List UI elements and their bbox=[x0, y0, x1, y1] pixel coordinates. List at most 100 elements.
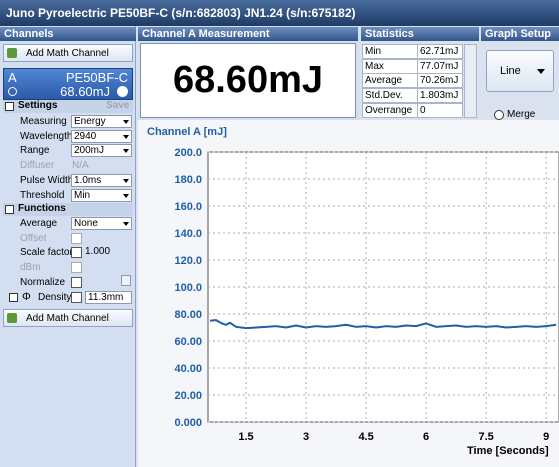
expander[interactable] bbox=[5, 102, 14, 111]
row-label: Range bbox=[20, 145, 50, 157]
y-tick-label: 120.0 bbox=[174, 255, 202, 267]
button-label: Add Math Channel bbox=[26, 48, 109, 59]
row-label: Diffuser bbox=[20, 160, 55, 172]
x-tick-label: 1.5 bbox=[238, 431, 253, 443]
checkbox[interactable] bbox=[71, 232, 82, 244]
channel-radio bbox=[8, 87, 17, 96]
y-tick-label: 160.0 bbox=[174, 201, 202, 213]
stat-value-cell bbox=[417, 88, 463, 104]
title-bar: Juno Pyroelectric PE50BF-C (s/n:682803) … bbox=[0, 0, 559, 26]
dropdown[interactable]: Min bbox=[71, 188, 132, 202]
row-symbol: Φ bbox=[22, 290, 31, 303]
channel-letter: A bbox=[8, 70, 17, 85]
checkbox[interactable] bbox=[71, 276, 82, 288]
row-label: Density bbox=[38, 291, 72, 303]
save-button[interactable]: Save bbox=[106, 100, 130, 111]
checkbox[interactable] bbox=[71, 291, 82, 303]
dropdown[interactable]: 2940 bbox=[71, 129, 132, 143]
panel-header: Statistics bbox=[361, 27, 479, 41]
row-label: Average bbox=[20, 218, 58, 229]
row-label: Measuring bbox=[20, 116, 67, 127]
dropdown-value: Min bbox=[74, 189, 91, 201]
row-value: N/A bbox=[72, 160, 89, 172]
x-tick-label: 6 bbox=[423, 431, 429, 443]
x-tick-label: 4.5 bbox=[358, 431, 373, 443]
dropdown-arrow bbox=[123, 193, 129, 198]
stat-label: Overrange bbox=[365, 104, 413, 116]
stat-label: Min bbox=[365, 46, 382, 57]
channel-card[interactable]: A PE50BF-C 68.60mJ bbox=[3, 68, 133, 100]
channel-reading: 68.60mJ bbox=[60, 84, 110, 99]
measurement-box: 68.60mJ bbox=[140, 43, 356, 118]
scrollbar[interactable] bbox=[464, 44, 477, 118]
x-tick-label: 7.5 bbox=[479, 431, 494, 443]
dropdown-value: 2940 bbox=[74, 130, 97, 142]
y-tick-label: 180.0 bbox=[174, 174, 202, 186]
mode-arrow bbox=[537, 69, 545, 74]
y-tick-label: 60.00 bbox=[174, 336, 202, 348]
section-header bbox=[3, 100, 133, 113]
stat-value: 0 bbox=[420, 104, 426, 116]
x-tick-label: 9 bbox=[543, 431, 549, 443]
section-header bbox=[3, 203, 133, 216]
channel-sensor: PE50BF-C bbox=[65, 70, 128, 85]
dropdown[interactable]: Energy bbox=[71, 115, 132, 128]
row-value: 1.000 bbox=[85, 246, 111, 258]
stat-value: 77.07mJ bbox=[420, 60, 459, 72]
y-tick-label: 140.0 bbox=[174, 228, 202, 240]
merge-label: Merge bbox=[507, 109, 536, 120]
y-tick-label: 100.0 bbox=[174, 282, 202, 294]
scroll-arrow[interactable] bbox=[121, 275, 131, 286]
checkbox[interactable] bbox=[71, 262, 82, 274]
collapse-button[interactable] bbox=[117, 86, 128, 97]
y-tick-label: 80.00 bbox=[174, 309, 202, 321]
math-icon bbox=[7, 313, 17, 323]
section-title: Functions bbox=[18, 203, 66, 214]
dropdown[interactable]: None bbox=[71, 217, 132, 230]
stat-value-cell bbox=[417, 102, 463, 118]
math-icon bbox=[7, 48, 17, 58]
dropdown-arrow bbox=[123, 134, 129, 139]
panel-header: Graph Setup bbox=[481, 27, 559, 41]
row-label: Normalize bbox=[20, 276, 66, 288]
dropdown[interactable]: 1.0ms bbox=[71, 173, 132, 187]
stat-label: Average bbox=[365, 75, 403, 87]
y-tick-label: 200.0 bbox=[174, 147, 202, 159]
add-math-button[interactable]: Add Math Channel bbox=[3, 309, 133, 327]
y-tick-label: 0.000 bbox=[174, 417, 202, 429]
panel-header: Channel A Measurement bbox=[138, 27, 358, 41]
mode-value: Line bbox=[500, 65, 521, 77]
add-math-button[interactable]: Add Math Channel bbox=[3, 44, 133, 62]
dropdown-value: None bbox=[74, 218, 98, 229]
row-label: dBm bbox=[20, 262, 41, 274]
row-label: Pulse Width bbox=[20, 174, 74, 186]
x-axis-label: Time [Seconds] bbox=[467, 445, 549, 457]
checkbox[interactable] bbox=[71, 247, 82, 259]
panel-header: Channels bbox=[0, 27, 136, 41]
stat-value: 70.26mJ bbox=[420, 75, 459, 87]
dropdown-value: 200mJ bbox=[74, 145, 105, 157]
dropdown-arrow bbox=[123, 178, 129, 183]
expander[interactable] bbox=[9, 292, 18, 302]
y-tick-label: 20.00 bbox=[174, 390, 202, 402]
x-tick-label: 3 bbox=[303, 431, 309, 443]
button-label: Add Math Channel bbox=[26, 313, 109, 324]
dropdown-value: 1.0ms bbox=[74, 174, 102, 186]
row-label: Offset bbox=[20, 232, 47, 244]
section-title: Settings bbox=[18, 100, 58, 111]
stat-value-cell bbox=[417, 44, 463, 59]
stat-label: Max bbox=[365, 60, 384, 72]
stat-value-cell bbox=[417, 73, 463, 89]
mode-dropdown[interactable]: Line bbox=[486, 50, 554, 92]
chart: Channel A [mJ] 0.000 20.00 40.00 60.00 80.00 1… bbox=[138, 120, 559, 467]
row-label: Wavelength bbox=[20, 130, 73, 142]
stat-label: Std.Dev. bbox=[365, 90, 403, 102]
merge-radio[interactable] bbox=[494, 110, 504, 120]
data-line bbox=[209, 319, 557, 330]
dropdown-value: Energy bbox=[74, 116, 106, 127]
expander[interactable] bbox=[5, 205, 14, 214]
row-value[interactable]: 11.3mm bbox=[85, 290, 132, 304]
dropdown[interactable]: 200mJ bbox=[71, 144, 132, 158]
chart-title: Channel A [mJ] bbox=[147, 126, 227, 138]
